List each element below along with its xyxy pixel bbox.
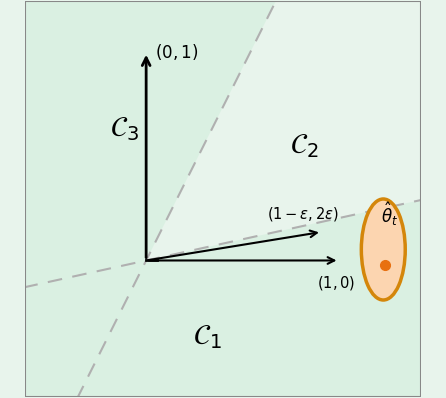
Text: $\mathcal{C}_2$: $\mathcal{C}_2$ xyxy=(290,133,318,160)
Text: $(0, 1)$: $(0, 1)$ xyxy=(155,42,198,62)
Text: $(1 - \epsilon, 2\epsilon)$: $(1 - \epsilon, 2\epsilon)$ xyxy=(267,205,339,223)
Text: $\hat{\theta}_t$: $\hat{\theta}_t$ xyxy=(381,200,399,228)
Polygon shape xyxy=(146,0,446,260)
Text: $(1, 0)$: $(1, 0)$ xyxy=(318,274,355,292)
Text: $\mathcal{C}_1$: $\mathcal{C}_1$ xyxy=(193,324,222,351)
Text: $\mathcal{C}_3$: $\mathcal{C}_3$ xyxy=(110,115,139,142)
Ellipse shape xyxy=(361,199,405,300)
FancyBboxPatch shape xyxy=(25,1,421,397)
